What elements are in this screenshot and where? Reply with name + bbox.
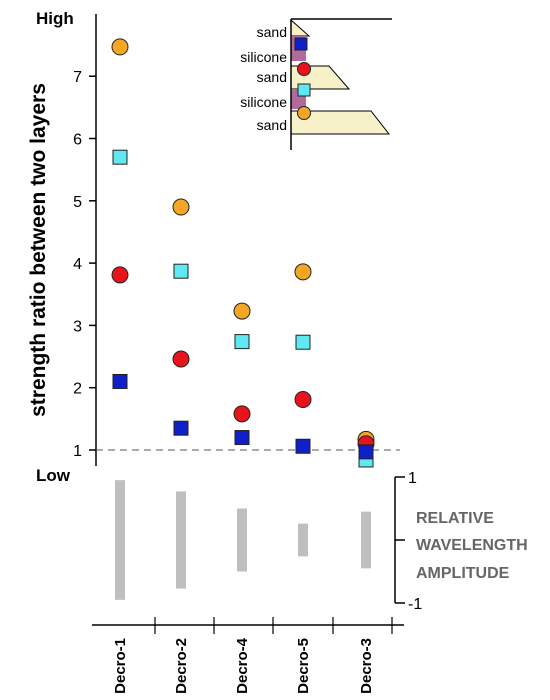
y-tick-label: 6 (73, 132, 82, 149)
marker-orange-circle (111, 38, 129, 56)
x-tick-labels: Decro-1 Decro-2 Decro-4 Decro-5 Decro-3 (112, 637, 375, 694)
marker-blue-square (173, 420, 189, 436)
amplitude-ticks: 1 -1 (395, 470, 422, 613)
marker-cyan-square (234, 334, 250, 350)
x-tick-label: Decro-3 (358, 638, 375, 694)
x-tick-label: Decro-5 (295, 638, 312, 694)
amplitude-label-line: AMPLITUDE (416, 565, 510, 582)
amplitude-bar (361, 511, 371, 569)
inset-labels: sand silicone sand silicone sand (240, 24, 287, 133)
inset-marker-red (297, 62, 311, 76)
marker-red-circle (233, 405, 251, 423)
marker-red-circle (294, 391, 312, 409)
y-tick-label: 4 (73, 256, 82, 273)
marker-orange-circle (294, 263, 312, 281)
inset-layer-label: sand (257, 69, 287, 85)
marker-blue-square (295, 438, 311, 454)
marker-orange-circle (172, 198, 190, 216)
marker-blue-square (358, 444, 374, 460)
inset-layer-label: sand (257, 117, 287, 133)
y-axis-label: strength ratio between two layers (27, 83, 50, 417)
marker-cyan-square (173, 263, 189, 279)
strength-ratio-plot: 1 2 3 4 5 6 7 strength ratio between two layer… (27, 9, 400, 485)
inset-layer-label: sand (257, 24, 287, 40)
y-low-label: Low (36, 466, 71, 485)
marker-red-circle (111, 266, 129, 284)
amplitude-bar (298, 523, 308, 557)
inset-markers (294, 37, 311, 120)
layer-legend-inset: sand silicone sand silicone sand (240, 18, 392, 150)
amplitude-bar (237, 508, 247, 572)
inset-layer-label: silicone (240, 94, 287, 110)
marker-orange-circle (233, 302, 251, 320)
y-tick-label: 1 (73, 443, 82, 460)
inset-sand-wedge (290, 18, 311, 37)
data-markers (111, 38, 375, 468)
amplitude-bar (176, 491, 186, 589)
amplitude-bars (115, 480, 371, 600)
x-tick-label: Decro-4 (234, 637, 251, 694)
amplitude-label-line: WAVELENGTH (416, 537, 528, 554)
y-tick-label: 3 (73, 318, 82, 335)
amplitude-tick-label: -1 (408, 596, 422, 613)
amplitude-label: RELATIVE WAVELENGTH AMPLITUDE (416, 510, 528, 582)
y-tick-label: 7 (73, 69, 82, 86)
marker-blue-square (112, 373, 128, 389)
marker-red-circle (172, 350, 190, 368)
amplitude-label-line: RELATIVE (416, 510, 494, 527)
inset-marker-blue (294, 37, 308, 51)
marker-cyan-square (112, 149, 128, 165)
x-tick-label: Decro-2 (173, 638, 190, 694)
marker-cyan-square (295, 334, 311, 350)
inset-marker-orange (297, 106, 311, 120)
inset-layer-label: silicone (240, 49, 287, 65)
y-tick-label: 2 (73, 381, 82, 398)
marker-blue-square (234, 430, 250, 446)
y-ticks: 1 2 3 4 5 6 7 (73, 69, 96, 460)
y-tick-label: 5 (73, 194, 82, 211)
amplitude-bar (115, 480, 125, 600)
x-tick-label: Decro-1 (112, 638, 129, 694)
amplitude-tick-label: 1 (408, 470, 417, 487)
wavelength-amplitude-plot: 1 -1 RELATIVE WAVELENGTH AMPLITUDE (115, 470, 528, 613)
y-high-label: High (36, 9, 74, 28)
inset-marker-cyan (297, 83, 311, 97)
x-ticks (154, 617, 393, 634)
x-axis: Decro-1 Decro-2 Decro-4 Decro-5 Decro-3 (92, 617, 404, 694)
